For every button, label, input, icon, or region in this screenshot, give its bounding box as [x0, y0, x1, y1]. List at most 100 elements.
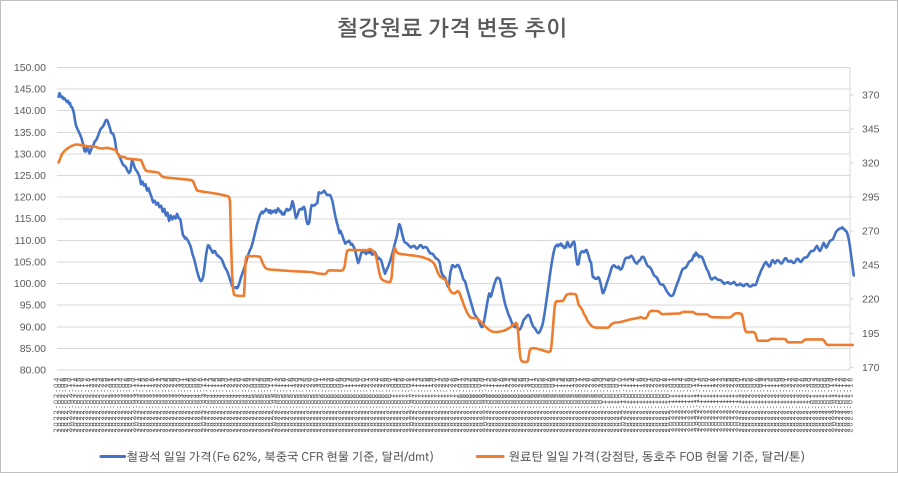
- svg-text:2022-12-20: 2022-12-20: [779, 376, 788, 433]
- svg-text:2022-05-06: 2022-05-06: [260, 376, 269, 433]
- svg-text:2022-02-18: 2022-02-18: [84, 376, 93, 433]
- svg-text:2022-08-12: 2022-08-12: [484, 376, 493, 433]
- svg-text:2022-05-05: 2022-05-05: [257, 376, 266, 433]
- svg-text:2022-12-22: 2022-12-22: [785, 376, 794, 433]
- svg-text:2022-07-25: 2022-07-25: [439, 376, 448, 433]
- svg-text:2022-12-06: 2022-12-06: [746, 376, 755, 433]
- svg-text:2022-04-12: 2022-04-12: [202, 376, 211, 433]
- svg-text:2022-07-28: 2022-07-28: [449, 376, 458, 433]
- svg-text:295: 295: [862, 192, 880, 204]
- svg-text:2022-09-14: 2022-09-14: [558, 376, 567, 433]
- svg-text:2022-11-16: 2022-11-16: [702, 376, 711, 432]
- svg-text:2022-09-27: 2022-09-27: [586, 376, 595, 433]
- svg-text:2022-04-25: 2022-04-25: [231, 376, 240, 433]
- svg-text:2022-09-21: 2022-09-21: [574, 376, 583, 433]
- svg-text:2022-04-06: 2022-04-06: [189, 376, 198, 433]
- svg-text:2023-01-03: 2023-01-03: [811, 376, 820, 433]
- svg-text:2022-04-28: 2022-04-28: [241, 376, 250, 433]
- svg-text:95.00: 95.00: [20, 300, 46, 312]
- svg-text:140.00: 140.00: [14, 105, 46, 117]
- svg-text:2022-08-05: 2022-08-05: [468, 376, 477, 433]
- svg-text:2022-03-24: 2022-03-24: [161, 376, 170, 433]
- svg-text:2022-10-18: 2022-10-18: [634, 376, 643, 433]
- svg-text:2022-02-25: 2022-02-25: [100, 376, 109, 433]
- svg-text:2022-03-28: 2022-03-28: [167, 376, 176, 433]
- svg-text:2022-02-10: 2022-02-10: [64, 376, 73, 433]
- svg-text:2023-01-13: 2023-01-13: [836, 376, 845, 433]
- svg-text:2022-09-12: 2022-09-12: [551, 376, 560, 433]
- svg-text:2022-12-23: 2022-12-23: [788, 376, 797, 433]
- svg-text:2022-07-22: 2022-07-22: [436, 376, 445, 433]
- svg-text:2022-07-07: 2022-07-07: [401, 376, 410, 433]
- svg-text:2022-09-01: 2022-09-01: [529, 376, 538, 433]
- svg-text:2022-10-13: 2022-10-13: [625, 376, 634, 433]
- svg-text:2022-07-13: 2022-07-13: [413, 376, 422, 433]
- svg-text:2022-02-16: 2022-02-16: [77, 376, 86, 433]
- svg-text:245: 245: [862, 260, 880, 272]
- svg-text:2022-08-04: 2022-08-04: [465, 376, 474, 433]
- svg-text:2022-02-22: 2022-02-22: [90, 376, 99, 433]
- svg-text:2022-12-09: 2022-12-09: [756, 376, 765, 433]
- svg-text:2022-03-04: 2022-03-04: [116, 376, 125, 433]
- svg-text:2022-06-02: 2022-06-02: [321, 376, 330, 433]
- svg-text:2023-01-16: 2023-01-16: [839, 376, 848, 433]
- svg-text:130.00: 130.00: [14, 148, 46, 160]
- svg-text:2022-09-09: 2022-09-09: [548, 376, 557, 433]
- svg-text:2022-03-18: 2022-03-18: [148, 376, 157, 433]
- svg-text:2022-02-11: 2022-02-11: [68, 376, 77, 432]
- svg-text:2022-06-17: 2022-06-17: [356, 376, 365, 433]
- svg-text:2022-11-09: 2022-11-09: [686, 376, 695, 432]
- svg-text:2023-01-02: 2023-01-02: [807, 376, 816, 433]
- svg-text:2022-02-14: 2022-02-14: [71, 376, 80, 433]
- svg-text:2022-09-06: 2022-09-06: [538, 376, 547, 433]
- svg-text:2022-09-02: 2022-09-02: [532, 376, 541, 433]
- svg-text:2022-10-05: 2022-10-05: [606, 376, 615, 433]
- svg-text:2022-09-28: 2022-09-28: [590, 376, 599, 433]
- svg-text:2022-06-28: 2022-06-28: [378, 376, 387, 433]
- svg-text:2022-11-14: 2022-11-14: [695, 376, 704, 432]
- svg-text:2022-08-15: 2022-08-15: [487, 376, 496, 433]
- svg-text:2023-01-17: 2023-01-17: [843, 376, 852, 433]
- svg-text:2022-05-12: 2022-05-12: [273, 376, 282, 433]
- svg-text:2022-07-21: 2022-07-21: [433, 376, 442, 433]
- svg-text:115.00: 115.00: [15, 213, 46, 225]
- svg-text:2022-08-18: 2022-08-18: [497, 376, 506, 433]
- svg-text:85.00: 85.00: [20, 343, 46, 355]
- svg-text:2022-03-31: 2022-03-31: [177, 376, 186, 433]
- svg-text:2022-05-10: 2022-05-10: [266, 376, 275, 433]
- svg-text:2022-06-21: 2022-06-21: [362, 376, 371, 433]
- svg-text:2022-08-01: 2022-08-01: [455, 376, 464, 433]
- svg-text:2022-12-27: 2022-12-27: [795, 376, 804, 433]
- svg-text:2022-12-19: 2022-12-19: [775, 376, 784, 433]
- svg-text:2022-06-24: 2022-06-24: [372, 376, 381, 433]
- svg-text:2022-08-16: 2022-08-16: [490, 376, 499, 433]
- svg-text:2022-03-01: 2022-03-01: [106, 376, 115, 433]
- svg-text:2022-06-06: 2022-06-06: [327, 376, 336, 433]
- svg-text:2022-04-04: 2022-04-04: [183, 376, 192, 433]
- svg-text:2022-09-29: 2022-09-29: [593, 376, 602, 433]
- svg-text:2022-11-17: 2022-11-17: [705, 376, 714, 432]
- svg-text:2022-02-08: 2022-02-08: [58, 376, 67, 433]
- svg-text:2022-03-03: 2022-03-03: [112, 376, 121, 433]
- svg-text:2022-04-22: 2022-04-22: [228, 376, 237, 433]
- svg-text:2022-02-04: 2022-02-04: [52, 376, 61, 433]
- svg-text:2022-04-27: 2022-04-27: [237, 376, 246, 433]
- svg-text:2022-10-06: 2022-10-06: [609, 376, 618, 433]
- svg-text:2023-01-12: 2023-01-12: [833, 376, 842, 433]
- svg-text:2022-03-22: 2022-03-22: [154, 376, 163, 433]
- svg-text:2022-06-30: 2022-06-30: [385, 376, 394, 433]
- svg-text:2022-10-31: 2022-10-31: [663, 376, 672, 433]
- svg-text:2022-10-17: 2022-10-17: [631, 376, 640, 433]
- svg-text:2022-07-01: 2022-07-01: [388, 376, 397, 433]
- svg-text:2022-08-25: 2022-08-25: [513, 376, 522, 433]
- svg-text:2022-12-12: 2022-12-12: [759, 376, 768, 433]
- svg-text:2022-06-23: 2022-06-23: [369, 376, 378, 433]
- svg-text:2022-07-06: 2022-07-06: [397, 376, 406, 433]
- svg-text:2022-09-26: 2022-09-26: [583, 376, 592, 433]
- svg-text:2022-08-30: 2022-08-30: [522, 376, 531, 433]
- svg-text:2023-01-09: 2023-01-09: [823, 376, 832, 433]
- svg-text:2022-06-29: 2022-06-29: [381, 376, 390, 433]
- svg-text:2022-09-16: 2022-09-16: [564, 376, 573, 433]
- svg-text:2022-07-26: 2022-07-26: [442, 376, 451, 433]
- svg-text:2022-09-05: 2022-09-05: [535, 376, 544, 433]
